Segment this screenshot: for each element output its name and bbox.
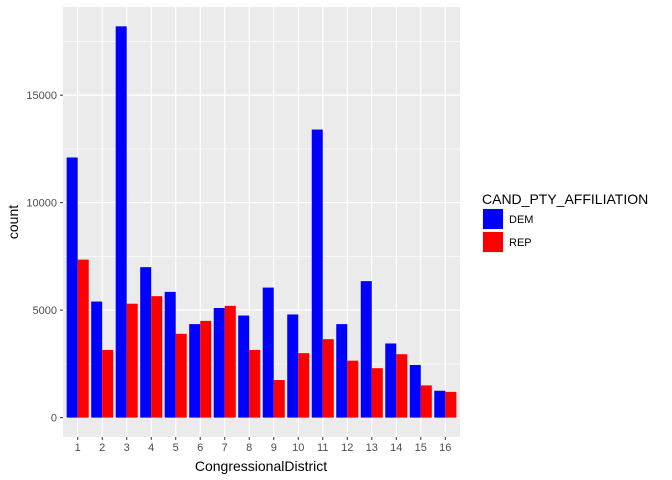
bar-rep-13 — [371, 368, 383, 418]
x-tick-label: 7 — [222, 442, 228, 454]
bar-rep-5 — [175, 333, 187, 418]
bar-rep-16 — [445, 391, 457, 418]
x-tick-label: 8 — [246, 442, 252, 454]
bar-dem-3 — [115, 26, 127, 418]
legend-swatch-dem — [483, 209, 503, 229]
x-tick-label: 6 — [197, 442, 203, 454]
legend-swatch-rep — [483, 232, 503, 252]
bar-rep-4 — [151, 296, 163, 418]
bar-rep-10 — [298, 353, 310, 418]
bar-rep-3 — [126, 303, 138, 418]
bar-dem-11 — [311, 129, 323, 418]
x-axis: 1 2 3 4 5 6 7 8 9 10 11 12 13 14 15 16 — [75, 437, 451, 454]
x-tick-label: 15 — [415, 442, 427, 454]
legend-label-dem: DEM — [509, 214, 533, 226]
x-tick-label: 12 — [341, 442, 353, 454]
bar-rep-12 — [347, 360, 359, 418]
x-axis-title: CongressionalDistrict — [195, 458, 327, 474]
bars-group — [66, 26, 457, 418]
x-tick-label: 9 — [271, 442, 277, 454]
bar-rep-9 — [273, 380, 285, 418]
bar-dem-5 — [164, 291, 176, 418]
x-tick-label: 10 — [292, 442, 304, 454]
legend-label-rep: REP — [509, 237, 532, 249]
x-tick-label: 1 — [75, 442, 81, 454]
bar-dem-9 — [262, 287, 274, 418]
bar-dem-2 — [91, 301, 103, 418]
y-tick-label: 10000 — [26, 198, 57, 210]
bar-dem-10 — [287, 314, 299, 418]
legend-title: CAND_PTY_AFFILIATION — [482, 191, 648, 207]
bar-dem-13 — [360, 281, 372, 418]
y-axis: 0 5000 10000 15000 — [26, 90, 63, 425]
bar-rep-2 — [102, 349, 114, 418]
bar-dem-6 — [189, 324, 201, 418]
x-tick-label: 11 — [317, 442, 328, 454]
bar-rep-7 — [224, 305, 236, 418]
x-tick-label: 4 — [148, 442, 154, 454]
x-tick-label: 16 — [439, 442, 451, 454]
bar-dem-12 — [336, 324, 348, 418]
bar-rep-8 — [249, 349, 261, 418]
bar-rep-15 — [420, 385, 432, 418]
bar-dem-1 — [66, 157, 78, 418]
x-tick-label: 5 — [173, 442, 179, 454]
bar-dem-8 — [238, 315, 250, 418]
x-tick-label: 3 — [124, 442, 130, 454]
x-tick-label: 2 — [99, 442, 105, 454]
bar-rep-6 — [200, 320, 212, 418]
x-tick-label: 14 — [390, 442, 402, 454]
y-tick-label: 0 — [51, 413, 57, 425]
y-tick-label: 15000 — [26, 90, 57, 102]
bar-rep-1 — [77, 259, 89, 418]
bar-rep-11 — [322, 339, 334, 418]
bar-dem-4 — [140, 267, 152, 418]
bar-dem-16 — [434, 390, 446, 418]
legend: CAND_PTY_AFFILIATION DEM REP — [482, 191, 648, 253]
y-axis-title: count — [5, 205, 21, 239]
bar-rep-14 — [396, 354, 408, 418]
bar-dem-15 — [409, 364, 421, 418]
x-tick-label: 13 — [366, 442, 378, 454]
bar-dem-7 — [213, 308, 225, 418]
y-tick-label: 5000 — [33, 305, 57, 317]
bar-dem-14 — [385, 343, 397, 418]
